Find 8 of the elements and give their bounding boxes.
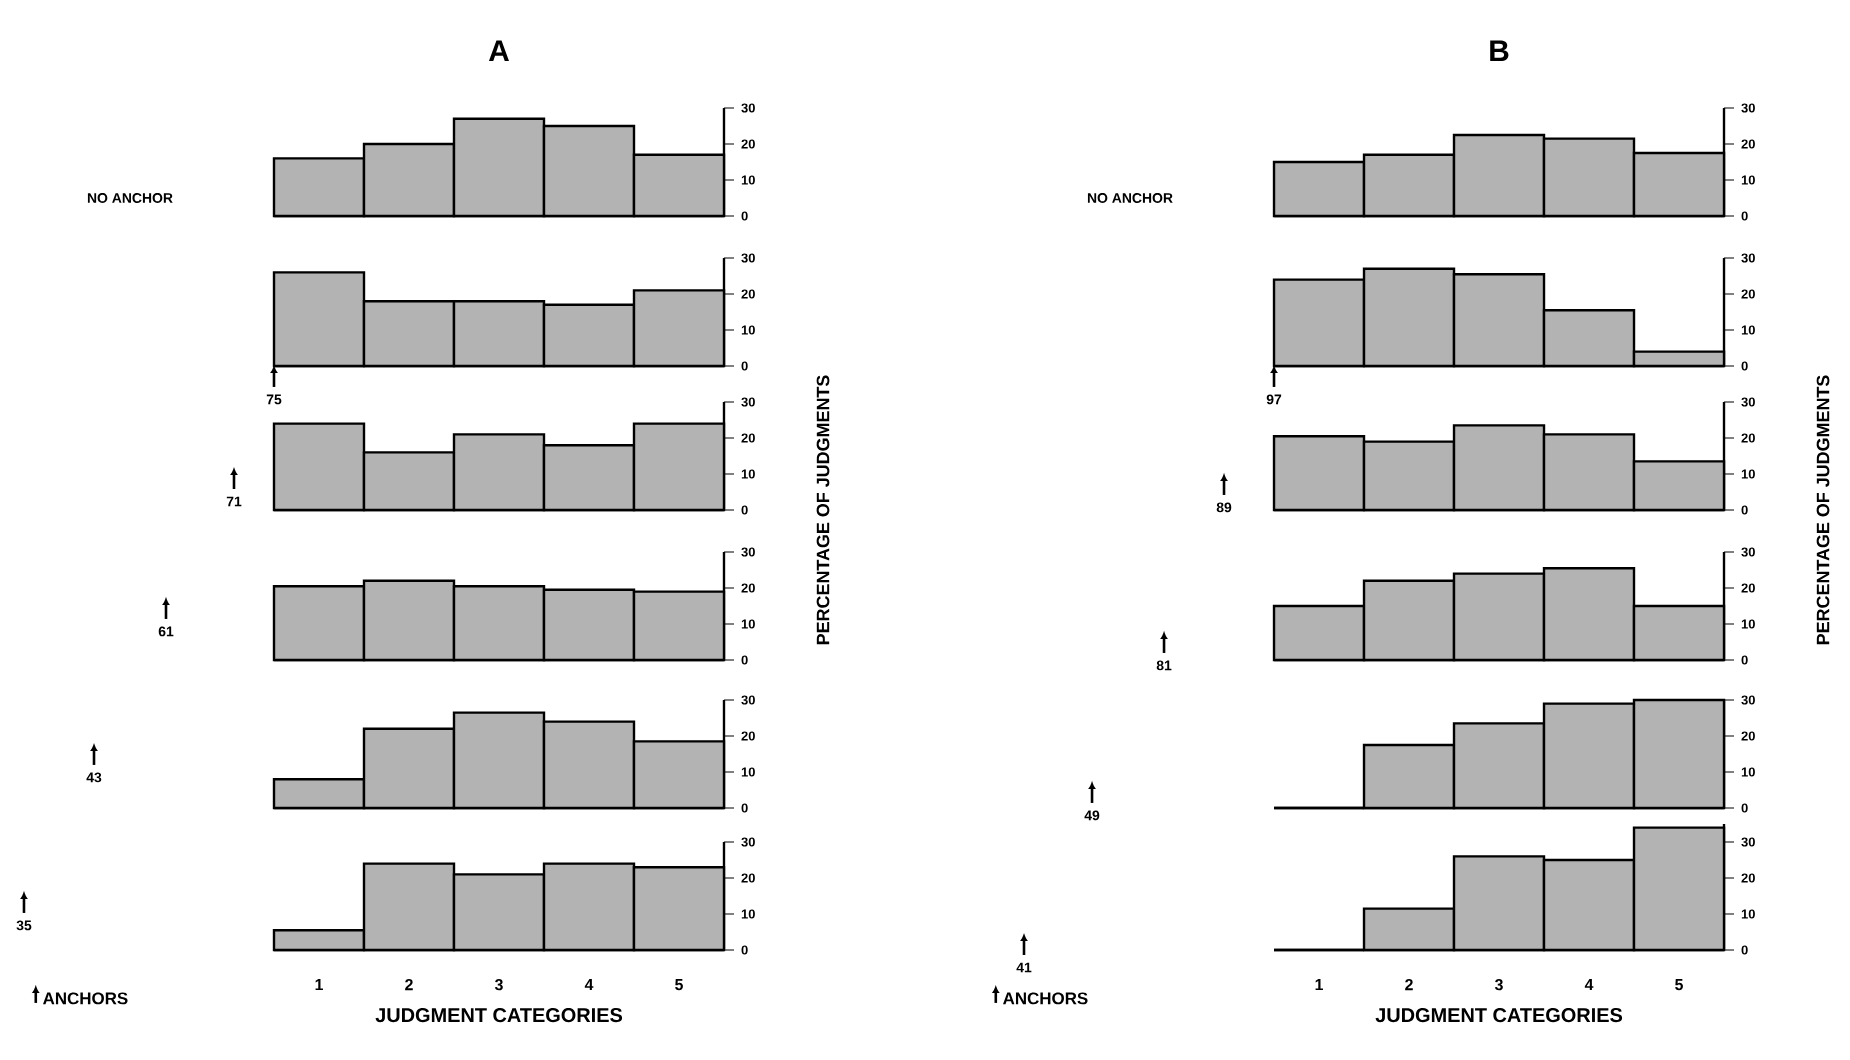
y-axis-title: PERCENTAGE OF JUDGMENTS: [1816, 375, 1830, 645]
chart-title: B: [1490, 40, 1509, 61]
text: ANCHORS: [1003, 992, 1088, 1005]
x-axis-title: JUDGMENT CATEGORIES: [375, 1008, 623, 1023]
chart-title: A: [488, 40, 509, 61]
y-axis-title: PERCENTAGE OF JUDGMENTS: [816, 375, 830, 645]
x-axis-title: JUDGMENT CATEGORIES: [1375, 1008, 1623, 1023]
text: ANCHORS: [43, 992, 128, 1005]
